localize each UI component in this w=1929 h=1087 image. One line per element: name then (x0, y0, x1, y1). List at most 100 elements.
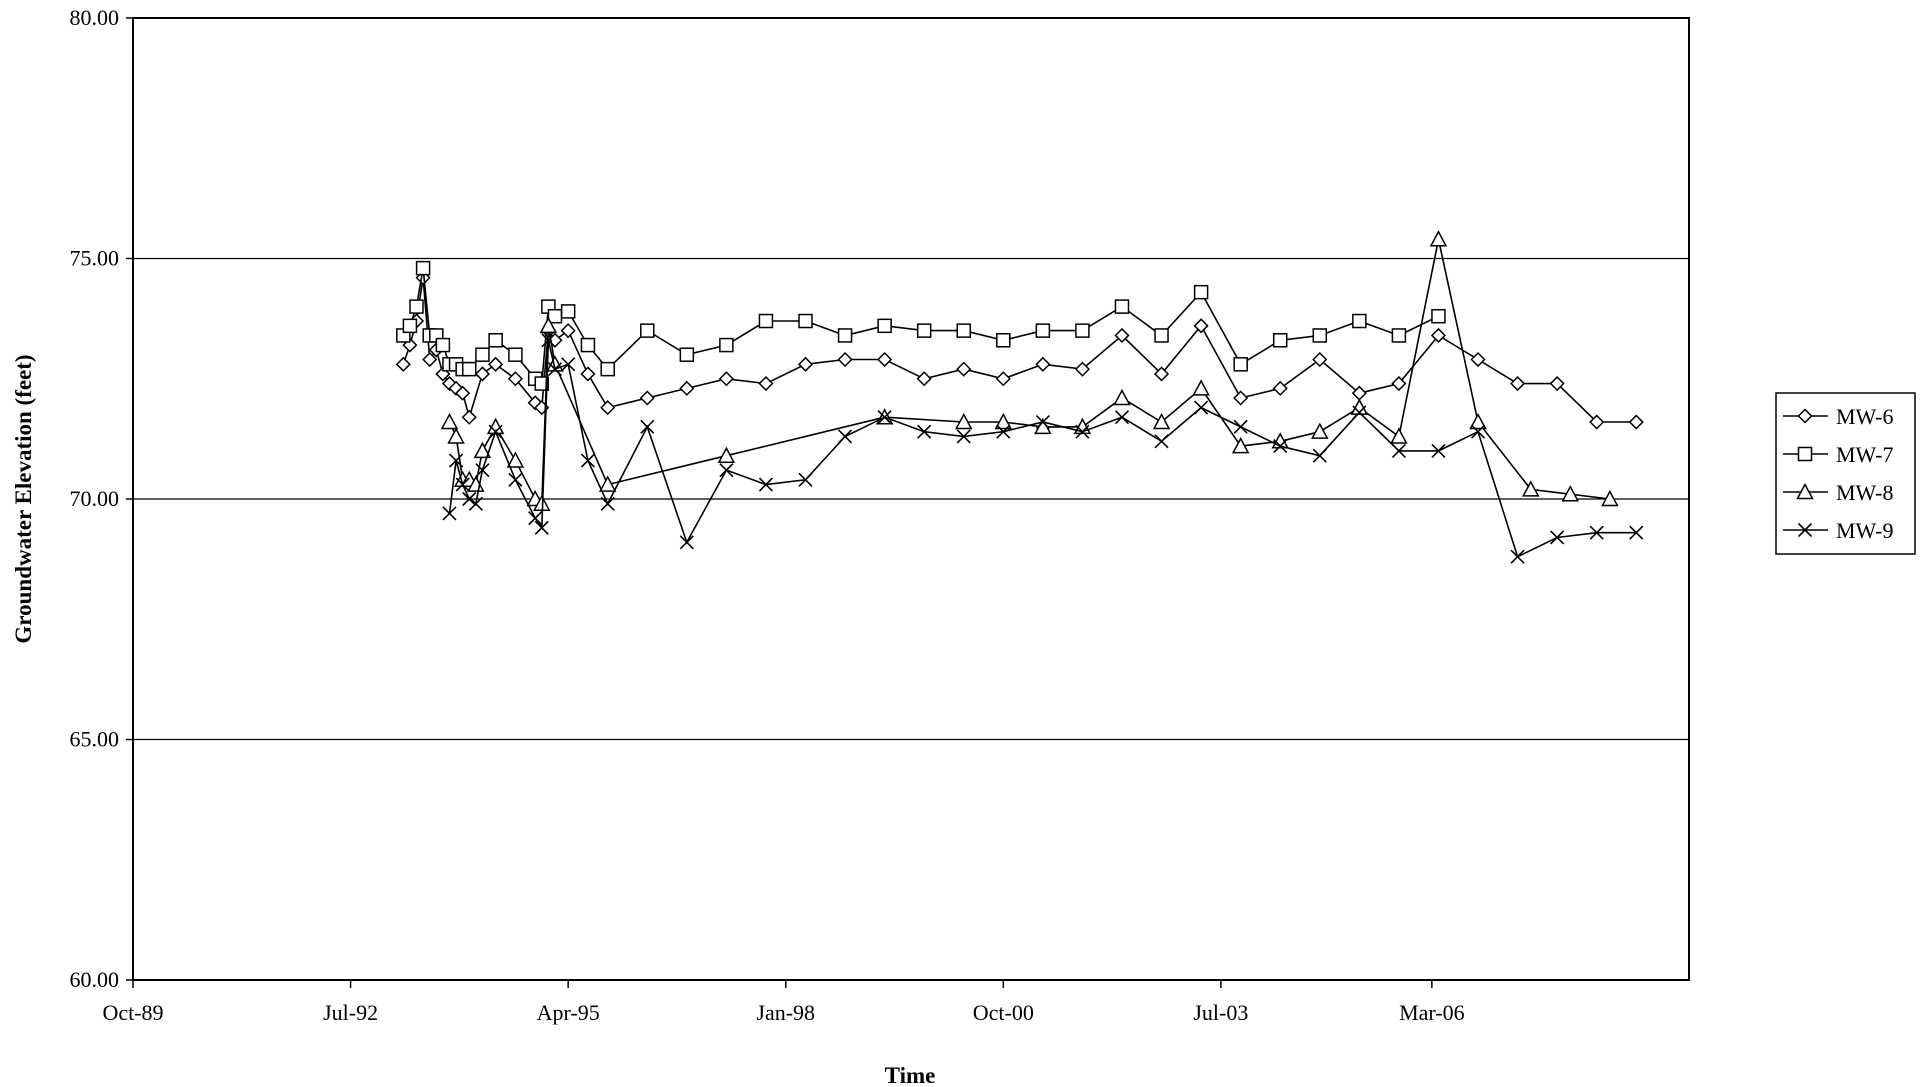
data-point-mw-7 (1075, 323, 1090, 338)
data-point-mw-8 (1429, 230, 1448, 247)
data-point-mw-8 (1192, 379, 1210, 396)
data-point-mw-9 (877, 410, 892, 425)
data-point-mw-7 (560, 304, 576, 319)
data-point-mw-9 (528, 511, 543, 526)
data-point-mw-9 (475, 463, 490, 478)
data-point-mw-8 (954, 412, 973, 430)
data-point-mw-7 (1352, 313, 1367, 329)
data-point-mw-8 (1113, 388, 1131, 406)
data-point-mw-9 (1035, 414, 1050, 430)
data-point-mw-6 (1430, 327, 1447, 344)
legend-marker-mw-8 (1796, 482, 1814, 500)
data-point-mw-7 (798, 313, 813, 329)
x-tick-label: Mar-06 (1399, 1000, 1465, 1025)
data-point-mw-7 (916, 323, 932, 338)
legend-marker-mw-9 (1797, 522, 1813, 538)
data-point-mw-6 (1549, 375, 1565, 392)
data-point-mw-7 (1312, 328, 1328, 343)
data-point-mw-7 (877, 318, 892, 334)
data-point-mw-7 (837, 328, 853, 343)
data-point-mw-6 (488, 356, 504, 372)
data-point-mw-9 (758, 477, 774, 492)
data-point-mw-7 (679, 347, 695, 362)
data-point-mw-9 (838, 429, 853, 444)
data-point-mw-9 (1550, 530, 1565, 545)
data-point-mw-9 (1114, 410, 1130, 425)
data-point-mw-9 (600, 496, 615, 511)
data-point-mw-7 (415, 260, 431, 276)
x-tick-label: Apr-95 (537, 1000, 600, 1025)
data-point-mw-6 (916, 371, 932, 387)
data-point-mw-6 (422, 351, 438, 368)
data-point-mw-7 (996, 333, 1011, 348)
data-point-mw-7 (475, 347, 490, 362)
data-point-mw-6 (395, 356, 411, 372)
data-point-mw-7 (1035, 323, 1051, 338)
data-point-mw-6 (1114, 327, 1130, 344)
data-point-mw-6 (1589, 414, 1605, 430)
data-point-mw-9 (580, 453, 595, 468)
y-tick-label: 70.00 (70, 486, 120, 511)
data-point-mw-6 (600, 400, 616, 416)
data-point-mw-6 (837, 351, 853, 368)
data-point-mw-9 (640, 419, 655, 434)
data-point-mw-9 (1510, 549, 1525, 564)
data-point-mw-6 (1312, 351, 1328, 368)
series-mw-9 (442, 333, 1644, 564)
data-point-mw-7 (1233, 357, 1248, 372)
series-line-mw-8 (448, 239, 1610, 506)
y-tick-label: 80.00 (70, 5, 120, 30)
legend-label-mw-9: MW-9 (1836, 518, 1893, 543)
data-point-mw-8 (1311, 422, 1329, 439)
horizontal-gridlines (133, 257, 1689, 741)
data-point-mw-7 (1154, 328, 1169, 343)
data-point-mw-8 (1561, 485, 1580, 502)
data-point-mw-7 (600, 361, 615, 377)
data-point-mw-7 (1391, 328, 1407, 343)
x-tick-label: Jul-03 (1193, 1000, 1248, 1025)
data-point-mw-8 (1469, 412, 1487, 430)
data-point-mw-9 (1154, 434, 1169, 449)
data-point-mw-8 (539, 316, 558, 334)
data-point-mw-6 (995, 371, 1011, 387)
data-point-mw-9 (679, 535, 694, 550)
data-point-mw-7 (1193, 284, 1209, 300)
x-axis-title: Time (885, 1063, 936, 1087)
data-point-mw-6 (474, 366, 491, 382)
data-point-mw-9 (468, 496, 483, 511)
data-point-mw-9 (798, 472, 813, 487)
data-point-mw-9 (1391, 443, 1406, 458)
data-point-mw-9 (442, 506, 457, 521)
data-point-mw-7 (719, 337, 734, 353)
data-point-mw-8 (440, 412, 459, 430)
data-point-mw-8 (1152, 412, 1171, 430)
data-point-mw-8 (1231, 437, 1250, 454)
data-point-mw-6 (1153, 366, 1170, 382)
data-point-mw-7 (1272, 333, 1288, 348)
data-point-mw-8 (1601, 489, 1619, 507)
data-point-mw-7 (1431, 308, 1446, 324)
data-point-mw-6 (1391, 375, 1407, 392)
data-point-mw-8 (1350, 398, 1369, 415)
series-mw-8 (440, 230, 1619, 512)
data-point-mw-8 (598, 475, 617, 492)
data-point-mw-9 (449, 453, 464, 468)
data-point-mw-7 (580, 337, 596, 353)
data-point-mw-9 (1273, 439, 1288, 454)
data-point-mw-6 (560, 323, 576, 339)
data-point-mw-6 (455, 385, 471, 401)
data-point-mw-8 (473, 441, 492, 459)
data-point-mw-8 (994, 412, 1013, 430)
legend-box (1775, 392, 1916, 555)
data-point-mw-7 (640, 323, 655, 338)
legend-label-mw-6: MW-6 (1836, 404, 1893, 429)
data-point-mw-9 (547, 362, 563, 377)
data-point-mw-6 (1074, 361, 1090, 377)
data-point-mw-7 (1114, 299, 1130, 314)
data-point-mw-9 (1629, 525, 1644, 540)
data-point-mw-6 (639, 390, 655, 406)
data-point-mw-9 (508, 472, 523, 487)
data-point-mw-9 (1352, 405, 1367, 420)
y-axis-title: Groundwater Elevation (feet) (11, 354, 36, 643)
